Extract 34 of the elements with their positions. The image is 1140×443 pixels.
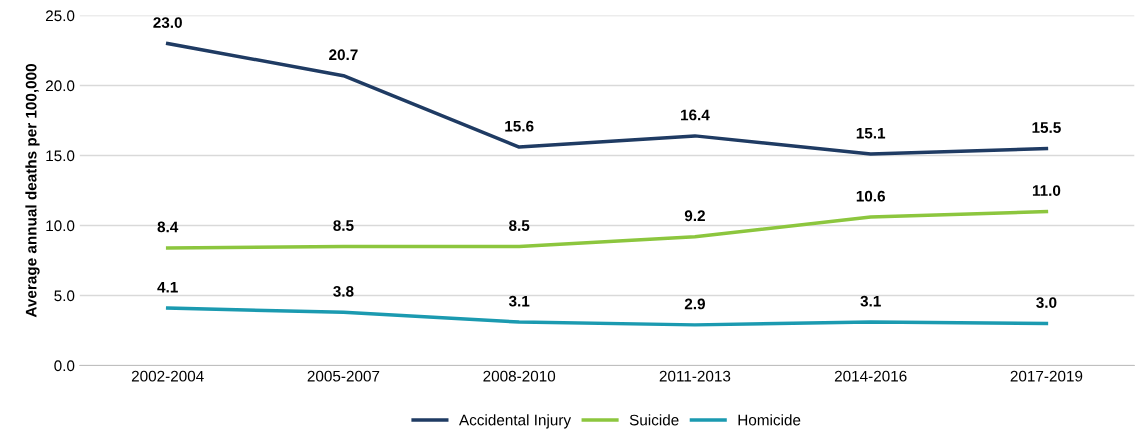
legend-label: Accidental Injury [459, 414, 572, 429]
data-label: 4.1 [157, 281, 178, 293]
data-label: 3.0 [1036, 297, 1057, 308]
data-label: 8.4 [157, 221, 179, 233]
data-label: 23.0 [153, 17, 182, 28]
data-label: 2.9 [684, 298, 705, 310]
data-label: 15.5 [1032, 122, 1061, 133]
x-tick-label: 2008-2010 [483, 370, 556, 382]
y-tick-label: 5.0 [54, 290, 75, 302]
data-label: 16.4 [681, 109, 710, 121]
x-tick-label: 2017-2019 [1010, 370, 1083, 382]
data-label: 15.6 [505, 120, 534, 132]
data-label: 20.7 [329, 49, 358, 61]
y-tick-label: 15.0 [46, 150, 75, 162]
x-tick-label: 2002-2004 [131, 370, 204, 382]
y-tick-label: 0.0 [54, 360, 75, 372]
y-tick-label: 20.0 [45, 80, 75, 92]
data-label: 8.5 [333, 220, 354, 231]
data-label: 3.1 [860, 295, 881, 307]
y-axis-title: Average annual deaths per 100,000 [25, 64, 40, 318]
x-tick-label: 2014-2016 [834, 370, 907, 382]
x-tick-label: 2005-2007 [307, 370, 380, 382]
data-label: 10.6 [856, 190, 885, 202]
x-tick-label: 2011-2013 [659, 370, 731, 382]
legend-label: Suicide [629, 414, 679, 426]
y-tick-label: 10.0 [46, 220, 75, 232]
legend-label: Homicide [738, 414, 801, 426]
data-label: 9.2 [684, 210, 705, 222]
data-label: 11.0 [1032, 185, 1061, 196]
data-label: 3.8 [333, 285, 354, 297]
y-tick-label: 25.0 [45, 10, 75, 22]
data-label: 8.5 [509, 220, 530, 231]
data-label: 15.1 [856, 127, 886, 139]
data-label: 3.1 [508, 295, 530, 307]
